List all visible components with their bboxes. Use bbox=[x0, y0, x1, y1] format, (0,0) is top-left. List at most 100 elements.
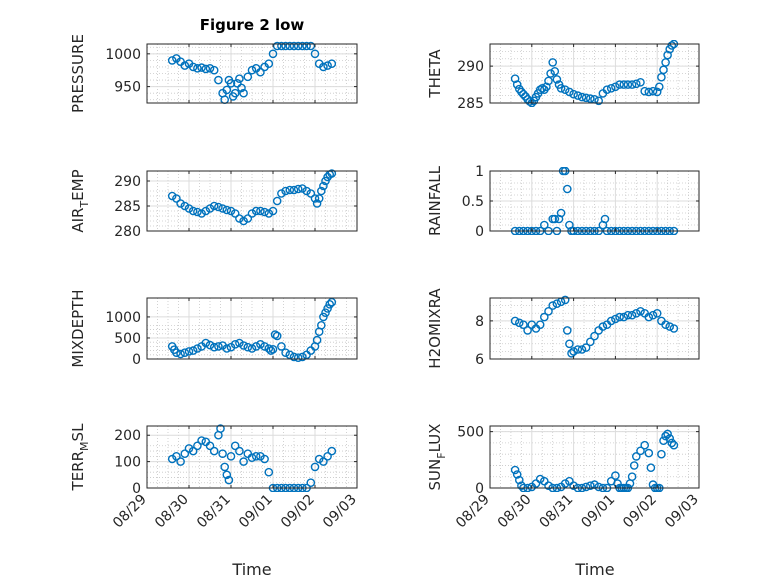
x-tick-label: 08/29 bbox=[453, 492, 493, 532]
data-point bbox=[655, 82, 664, 92]
data-point bbox=[535, 474, 545, 484]
data-point bbox=[314, 454, 324, 464]
y-tick-label: 1000 bbox=[105, 310, 141, 326]
data-point bbox=[247, 209, 257, 218]
data-point bbox=[256, 339, 265, 349]
data-point bbox=[260, 207, 269, 217]
data-point bbox=[235, 338, 244, 348]
data-point bbox=[665, 322, 675, 331]
data-point bbox=[205, 204, 215, 213]
data-point bbox=[247, 453, 257, 463]
figure-title: Figure 2 low bbox=[200, 16, 305, 34]
data-point bbox=[180, 201, 190, 211]
y-tick-label: 500 bbox=[114, 331, 141, 347]
axes-frame bbox=[146, 43, 358, 104]
data-point bbox=[525, 97, 535, 106]
x-tick-label: 09/03 bbox=[320, 492, 360, 532]
data-point bbox=[256, 206, 265, 216]
data-point bbox=[264, 59, 274, 69]
data-point bbox=[573, 345, 583, 354]
data-point bbox=[665, 434, 675, 443]
x-tick-label: 08/30 bbox=[495, 492, 535, 532]
data-point bbox=[256, 67, 265, 77]
data-point bbox=[316, 320, 326, 330]
data-point bbox=[323, 451, 332, 461]
data-point bbox=[230, 339, 240, 349]
data-point bbox=[180, 449, 190, 459]
data-point bbox=[623, 80, 633, 89]
data-point bbox=[586, 337, 595, 347]
data-point bbox=[201, 64, 211, 74]
y-axis-label: TERRMSL bbox=[69, 423, 91, 492]
x-tick-label: 08/31 bbox=[194, 492, 234, 532]
data-point bbox=[188, 62, 198, 72]
data-point bbox=[319, 181, 328, 191]
data-point bbox=[627, 310, 637, 320]
data-point bbox=[205, 64, 215, 73]
x-tick-label: 09/01 bbox=[236, 492, 276, 532]
data-point bbox=[281, 41, 290, 51]
x-tick-label: 09/02 bbox=[278, 492, 318, 532]
data-point bbox=[636, 78, 645, 87]
data-point bbox=[306, 478, 316, 488]
y-tick-label: 290 bbox=[114, 174, 141, 190]
data-point bbox=[214, 342, 223, 351]
axes-frame bbox=[146, 297, 358, 360]
y-tick-label: 285 bbox=[114, 199, 141, 215]
data-point bbox=[306, 189, 316, 198]
data-point bbox=[251, 342, 261, 351]
data-point bbox=[314, 194, 324, 203]
data-point bbox=[648, 86, 658, 96]
y-tick-label: 0 bbox=[132, 481, 141, 497]
y-tick-label: 8 bbox=[475, 314, 484, 330]
data-point bbox=[644, 312, 654, 322]
data-point bbox=[209, 201, 219, 211]
x-tick-label: 09/02 bbox=[620, 492, 660, 532]
data-series bbox=[167, 41, 337, 104]
data-point bbox=[606, 84, 616, 93]
data-series bbox=[167, 169, 337, 226]
data-point bbox=[544, 481, 553, 491]
data-point bbox=[327, 59, 337, 69]
data-point bbox=[193, 207, 202, 217]
data-point bbox=[180, 348, 190, 358]
data-point bbox=[623, 310, 633, 320]
data-point bbox=[657, 449, 666, 459]
data-point bbox=[277, 342, 286, 351]
data-point bbox=[310, 194, 320, 203]
data-series bbox=[167, 297, 337, 363]
data-point bbox=[519, 320, 528, 330]
data-point bbox=[515, 318, 524, 328]
data-point bbox=[319, 62, 328, 72]
data-point bbox=[629, 461, 639, 470]
data-point bbox=[172, 451, 181, 461]
axes-frame bbox=[489, 43, 700, 104]
data-point bbox=[251, 206, 261, 216]
data-point bbox=[230, 441, 240, 451]
data-point bbox=[235, 214, 244, 223]
data-point bbox=[652, 308, 662, 318]
subplot-pressure: 950 1000 PRESSURE bbox=[69, 34, 358, 113]
data-point bbox=[298, 184, 307, 193]
x-tick-label: 08/31 bbox=[537, 492, 577, 532]
data-point bbox=[540, 312, 549, 322]
data-point bbox=[218, 204, 227, 213]
x-tick-label: 09/01 bbox=[578, 492, 618, 532]
x-axis-label-left: Time bbox=[231, 560, 271, 579]
data-point bbox=[619, 80, 629, 89]
data-point bbox=[222, 470, 232, 480]
data-series bbox=[510, 295, 679, 358]
data-point bbox=[640, 86, 650, 96]
data-point bbox=[615, 80, 624, 89]
x-tick-label: 08/29 bbox=[110, 492, 150, 532]
data-point bbox=[327, 446, 337, 456]
data-point bbox=[552, 299, 562, 309]
data-point bbox=[224, 475, 234, 485]
data-point bbox=[550, 67, 560, 76]
data-point bbox=[205, 340, 215, 350]
data-point bbox=[226, 206, 236, 216]
data-point bbox=[232, 79, 242, 88]
data-point bbox=[569, 347, 578, 356]
